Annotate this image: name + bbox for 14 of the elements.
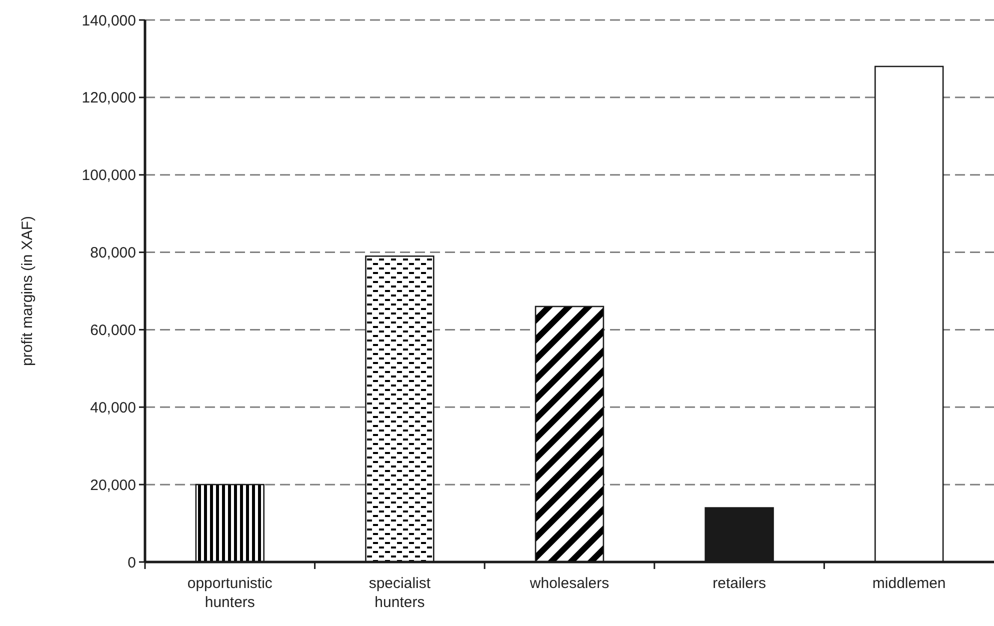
x-tick-label: specialist hunters (368, 575, 432, 611)
x-tick-label: wholesalers (528, 575, 610, 592)
x-tick-label: opportunistic hunters (187, 575, 273, 611)
y-tick-label: 140,000 (82, 12, 136, 30)
y-tick-label: 60,000 (90, 322, 136, 339)
x-tick-label: middlemen (872, 575, 946, 592)
y-tick-label: 100,000 (82, 167, 136, 184)
x-tick-label: retailers (712, 575, 766, 592)
y-tick-label: 80,000 (90, 244, 136, 262)
y-tick-label: 120,000 (82, 90, 136, 107)
y-axis-title: profit margins (in XAF) (19, 216, 36, 366)
y-tick-label: 40,000 (90, 399, 136, 416)
y-tick-label: 20,000 (90, 476, 136, 494)
y-tick-label: 0 (128, 554, 136, 572)
